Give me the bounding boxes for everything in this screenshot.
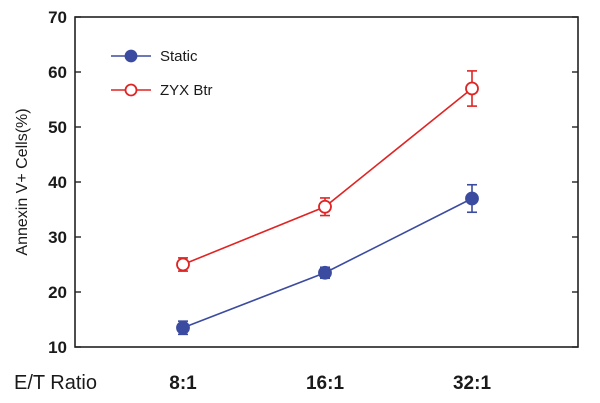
legend-marker <box>124 49 138 63</box>
series-layer <box>176 70 479 336</box>
x-axis-title: E/T Ratio <box>14 372 97 394</box>
y-tick-label: 20 <box>48 283 67 302</box>
legend-label: ZYX Btr <box>160 82 213 99</box>
legend-item: Static <box>111 48 198 65</box>
data-point <box>318 265 332 280</box>
x-tick-label: 16:1 <box>306 373 344 394</box>
plot-frame <box>74 16 579 348</box>
legend-label: Static <box>160 48 198 65</box>
x-tick-label: 8:1 <box>169 373 197 394</box>
y-tick-label: 60 <box>48 63 67 82</box>
series-line <box>182 87 473 266</box>
legend-item: ZYX Btr <box>111 82 213 99</box>
y-tick-label: 50 <box>48 118 67 137</box>
axes <box>74 16 579 348</box>
data-point <box>176 320 190 335</box>
data-point <box>465 191 479 206</box>
y-tick-label: 70 <box>48 8 67 27</box>
x-tick-label: 32:1 <box>453 373 491 394</box>
y-axis-title: Annexin V+ Cells(%) <box>14 108 31 255</box>
series-zyx-btr <box>176 70 479 272</box>
data-point <box>176 257 190 272</box>
legend-marker <box>124 83 138 97</box>
data-point <box>318 199 332 214</box>
y-tick-label: 30 <box>48 228 67 247</box>
series-line <box>182 197 473 329</box>
data-point <box>465 81 479 96</box>
legend: Static ZYX Btr <box>111 48 213 99</box>
series-static <box>176 183 479 336</box>
y-tick-label: 10 <box>48 338 67 357</box>
y-ticks: 10 20 30 40 50 60 70 8:1 16:1 32:1 <box>48 8 578 394</box>
y-tick-label: 40 <box>48 173 67 192</box>
